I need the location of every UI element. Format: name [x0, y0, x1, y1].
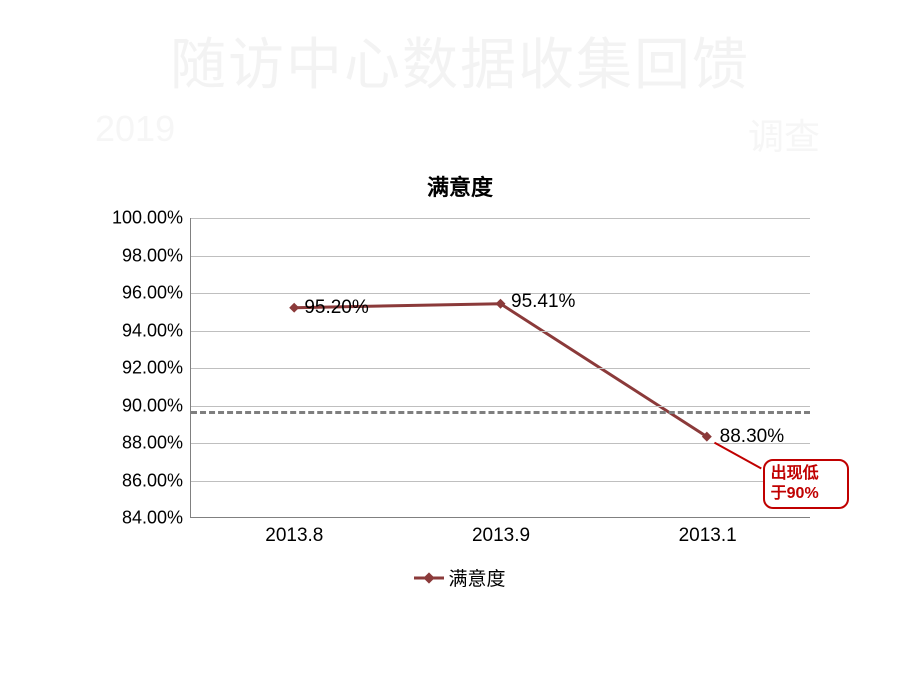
- main-title: 随访中心数据收集回馈: [0, 20, 920, 101]
- subtitle-right: 调查: [748, 108, 820, 160]
- y-tick-label: 96.00%: [122, 283, 183, 304]
- subtitle-left: 2019: [95, 108, 175, 150]
- chart-area: 满意度 84.00%86.00%88.00%90.00%92.00%94.00%…: [90, 170, 830, 630]
- chart-title: 满意度: [90, 170, 830, 202]
- x-tick-label: 2013.1: [679, 525, 737, 547]
- y-tick-label: 90.00%: [122, 395, 183, 416]
- y-tick-label: 100.00%: [112, 208, 183, 229]
- x-tick-label: 2013.8: [265, 525, 323, 547]
- legend: 满意度: [90, 564, 830, 591]
- y-tick-label: 98.00%: [122, 245, 183, 266]
- y-tick-label: 94.00%: [122, 320, 183, 341]
- legend-marker-icon: [414, 569, 444, 591]
- y-tick-label: 92.00%: [122, 358, 183, 379]
- legend-label: 满意度: [448, 569, 505, 590]
- x-tick-label: 2013.9: [472, 525, 530, 547]
- callout-tail-icon: [191, 218, 810, 517]
- slide: 随访中心数据收集回馈 2019 调查 满意度 84.00%86.00%88.00…: [0, 0, 920, 690]
- plot: 84.00%86.00%88.00%90.00%92.00%94.00%96.0…: [190, 218, 810, 518]
- y-tick-label: 84.00%: [122, 508, 183, 529]
- y-tick-label: 86.00%: [122, 470, 183, 491]
- y-tick-label: 88.00%: [122, 433, 183, 454]
- plot-wrap: 84.00%86.00%88.00%90.00%92.00%94.00%96.0…: [190, 218, 810, 518]
